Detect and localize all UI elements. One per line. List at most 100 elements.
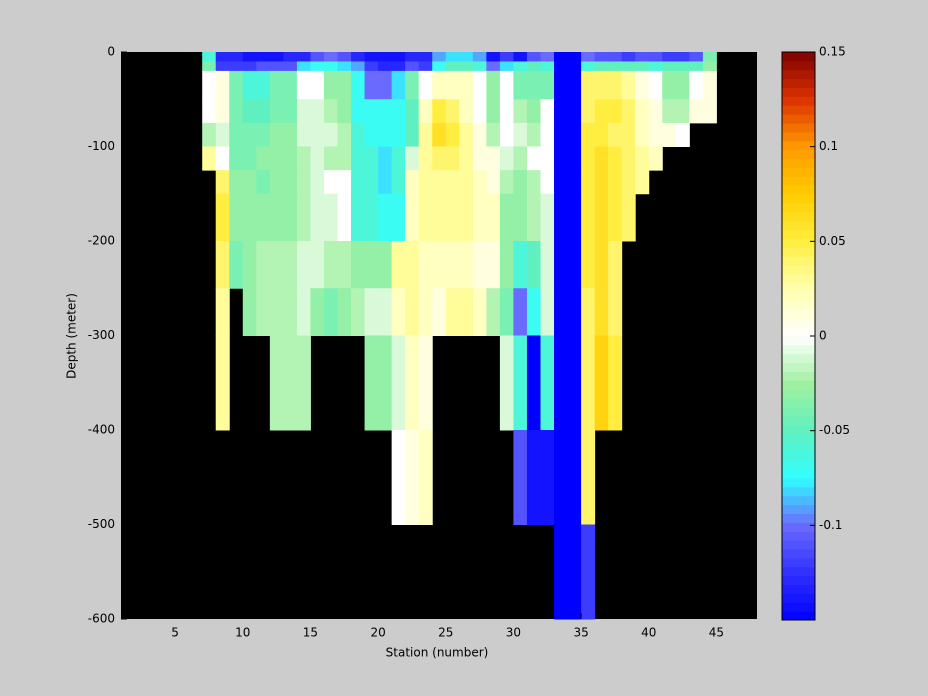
heatmap-cell [296,99,311,124]
heatmap-cell [499,335,514,431]
colorbar-swatch [782,371,815,381]
colorbar-swatch [782,167,815,177]
heatmap-cell [486,70,501,100]
colorbar-swatch [782,52,815,62]
heatmap-cell [310,241,325,289]
colorbar-swatch [782,69,815,80]
heatmap-cell [242,193,257,242]
heatmap-cell [418,170,433,195]
heatmap-cell [621,61,636,72]
colorbar-swatch [782,282,815,293]
colorbar-swatch [782,353,815,364]
heatmap-cell [283,146,298,171]
colorbar-tick-label: -0.05 [819,423,850,437]
heatmap-cell [486,99,501,124]
heatmap-cell [486,193,501,242]
heatmap-cell [594,146,609,171]
heatmap-cell [567,52,582,62]
heatmap-cell [296,288,311,336]
y-axis-label: Depth (meter) [65,293,79,379]
heatmap-cell [554,288,569,336]
heatmap-cell [445,52,460,62]
heatmap-cell [405,430,420,525]
heatmap-cell [215,335,230,431]
heatmap-cell [378,99,393,124]
heatmap-cell [256,99,271,124]
heatmap-cell [526,70,541,100]
colorbar-swatch [782,362,815,372]
heatmap-cell [499,52,514,62]
heatmap-cell [310,99,325,124]
heatmap-cell [648,61,663,72]
heatmap-cell [621,122,636,147]
colorbar-swatch [782,158,815,168]
colorbar-swatch [782,495,815,506]
heatmap-cell [608,146,623,171]
heatmap-cell [378,52,393,62]
heatmap-cell [229,52,244,62]
heatmap-cell [310,122,325,147]
heatmap-cell [513,288,528,336]
colorbar-swatch [782,469,815,479]
heatmap-cell [283,70,298,100]
heatmap-cell [513,122,528,147]
heatmap-cell [202,70,217,100]
heatmap-cell [662,61,677,72]
heatmap-cell [202,122,217,147]
heatmap-cell [689,70,704,100]
heatmap-cell [648,52,663,62]
heatmap-cell [432,122,447,147]
heatmap-cell [378,122,393,147]
heatmap-cell [310,52,325,62]
heatmap-cell [594,193,609,242]
colorbar-swatch [782,380,815,390]
colorbar-swatch [782,460,815,470]
heatmap-cell [296,170,311,195]
heatmap-cell [202,61,217,72]
colorbar-swatch [782,336,815,346]
heatmap-cell [256,288,271,336]
heatmap-cell [459,288,474,336]
heatmap-cell [459,122,474,147]
heatmap-cell [608,122,623,147]
y-tick-label: 0 [107,45,115,59]
heatmap-cell [635,170,650,195]
heatmap-cell [662,52,677,62]
heatmap-cell [702,70,717,100]
heatmap-cell [648,146,663,171]
heatmap-cell [256,52,271,62]
heatmap-cell [513,335,528,431]
y-tick-label: -100 [88,139,115,153]
heatmap-cell [337,193,352,242]
heatmap-cell [351,52,366,62]
colorbar-swatch [782,389,815,399]
heatmap-cell [648,70,663,100]
heatmap-cell [472,99,487,124]
heatmap-cell [351,241,366,289]
heatmap-cell [351,146,366,171]
heatmap-cell [486,61,501,72]
heatmap-cell [459,52,474,62]
heatmap-cell [472,52,487,62]
colorbar-swatch [782,575,815,585]
heatmap-cell [405,99,420,124]
heatmap-cell [472,61,487,72]
colorbar-swatch [782,327,815,337]
heatmap-cell [310,193,325,242]
heatmap-cell [418,99,433,124]
heatmap-cell [391,99,406,124]
colorbar-swatch [782,442,815,452]
heatmap-cell [405,193,420,242]
heatmap-cell [364,146,379,171]
heatmap-cell [526,170,541,195]
heatmap-cell [242,70,257,100]
heatmap-cell [269,52,284,62]
heatmap-cell [554,52,569,62]
heatmap-cell [432,70,447,100]
heatmap-cell [608,52,623,62]
heatmap-cell [486,122,501,147]
colorbar-tick-label: -0.1 [819,518,842,532]
heatmap-cell [418,122,433,147]
heatmap-cell [486,170,501,195]
